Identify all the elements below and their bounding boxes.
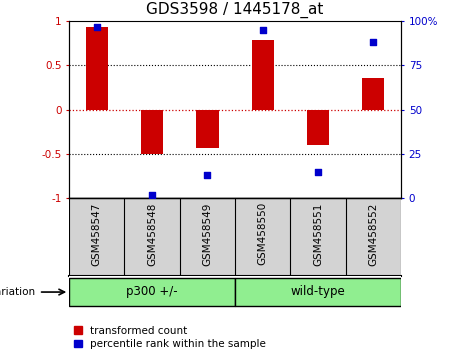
FancyBboxPatch shape	[69, 278, 235, 306]
Bar	[141, 110, 163, 154]
Bar	[307, 110, 329, 145]
Text: GSM458551: GSM458551	[313, 202, 323, 266]
Text: wild-type: wild-type	[291, 285, 345, 298]
FancyBboxPatch shape	[235, 278, 401, 306]
Bar	[196, 110, 219, 148]
Point	[148, 192, 156, 198]
Point	[314, 169, 322, 175]
Point	[370, 40, 377, 45]
Text: genotype/variation: genotype/variation	[0, 287, 36, 297]
Legend: transformed count, percentile rank within the sample: transformed count, percentile rank withi…	[74, 326, 266, 349]
Text: GSM458549: GSM458549	[202, 202, 213, 266]
Title: GDS3598 / 1445178_at: GDS3598 / 1445178_at	[147, 2, 324, 18]
Text: GSM458550: GSM458550	[258, 202, 268, 266]
Point	[204, 172, 211, 178]
Bar	[252, 40, 274, 110]
Text: p300 +/-: p300 +/-	[126, 285, 178, 298]
Bar	[362, 78, 384, 110]
Bar	[86, 28, 108, 110]
Text: GSM458547: GSM458547	[92, 202, 102, 266]
Point	[93, 24, 100, 29]
Point	[259, 27, 266, 33]
Text: GSM458552: GSM458552	[368, 202, 378, 266]
Text: GSM458548: GSM458548	[147, 202, 157, 266]
